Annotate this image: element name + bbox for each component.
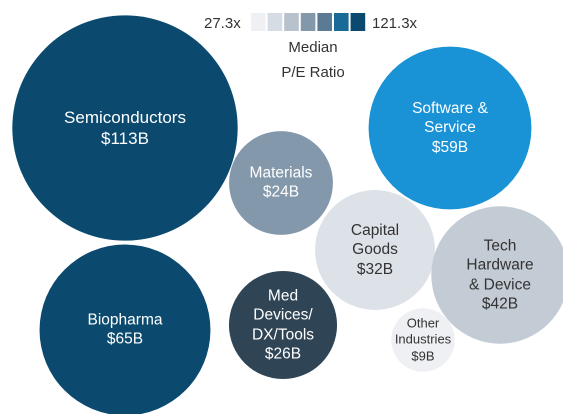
bubble-label: Other Industries $9B [395, 316, 451, 365]
bubble-label: Biopharma $65B [88, 311, 163, 350]
category-label: Tech Hardware & Device [466, 237, 534, 293]
category-label: Other Industries [394, 315, 452, 347]
bubble-label: Tech Hardware & Device $42B [466, 236, 533, 314]
legend-swatch [317, 13, 332, 31]
bubble [391, 308, 455, 372]
value-label: $113B [101, 129, 149, 148]
bubble [12, 15, 238, 241]
value-label: $59B [431, 138, 469, 156]
bubble-label: Materials $24B [250, 164, 313, 203]
bubble [431, 206, 563, 344]
bubble-label: Med Devices/ DX/Tools $26B [252, 286, 314, 364]
category-label: Biopharma [87, 311, 163, 329]
bubble-label: Capital Goods $32B [351, 221, 399, 279]
bubble-label: Software & Service $59B [412, 99, 488, 157]
category-label: Software & Service [412, 99, 488, 137]
bubble [228, 270, 338, 380]
category-label: Materials [249, 164, 313, 182]
legend-title: Median P/E Ratio [281, 39, 345, 81]
bubble [315, 190, 435, 310]
value-label: $26B [264, 345, 302, 363]
bubble [368, 46, 532, 210]
legend-swatch [350, 13, 366, 31]
legend-swatch [284, 13, 299, 31]
category-label: Med Devices/ DX/Tools [251, 287, 315, 343]
legend-swatch [300, 13, 316, 31]
value-label: $42B [481, 295, 519, 313]
legend-max-label: 121.3x [372, 15, 418, 32]
value-label: $32B [356, 260, 394, 278]
legend-swatch [334, 13, 349, 31]
legend-min-label: 27.3x [204, 15, 241, 32]
legend-swatch [251, 13, 266, 31]
legend-swatch [267, 13, 283, 31]
value-label: $65B [106, 331, 144, 348]
category-label: Semiconductors [64, 107, 186, 127]
value-label: $24B [262, 184, 300, 201]
value-label: $9B [411, 348, 435, 364]
bubble [39, 244, 211, 414]
bubble-label: Semiconductors $113B [64, 107, 186, 150]
bubble [229, 131, 333, 235]
category-label: Capital Goods [350, 221, 400, 259]
